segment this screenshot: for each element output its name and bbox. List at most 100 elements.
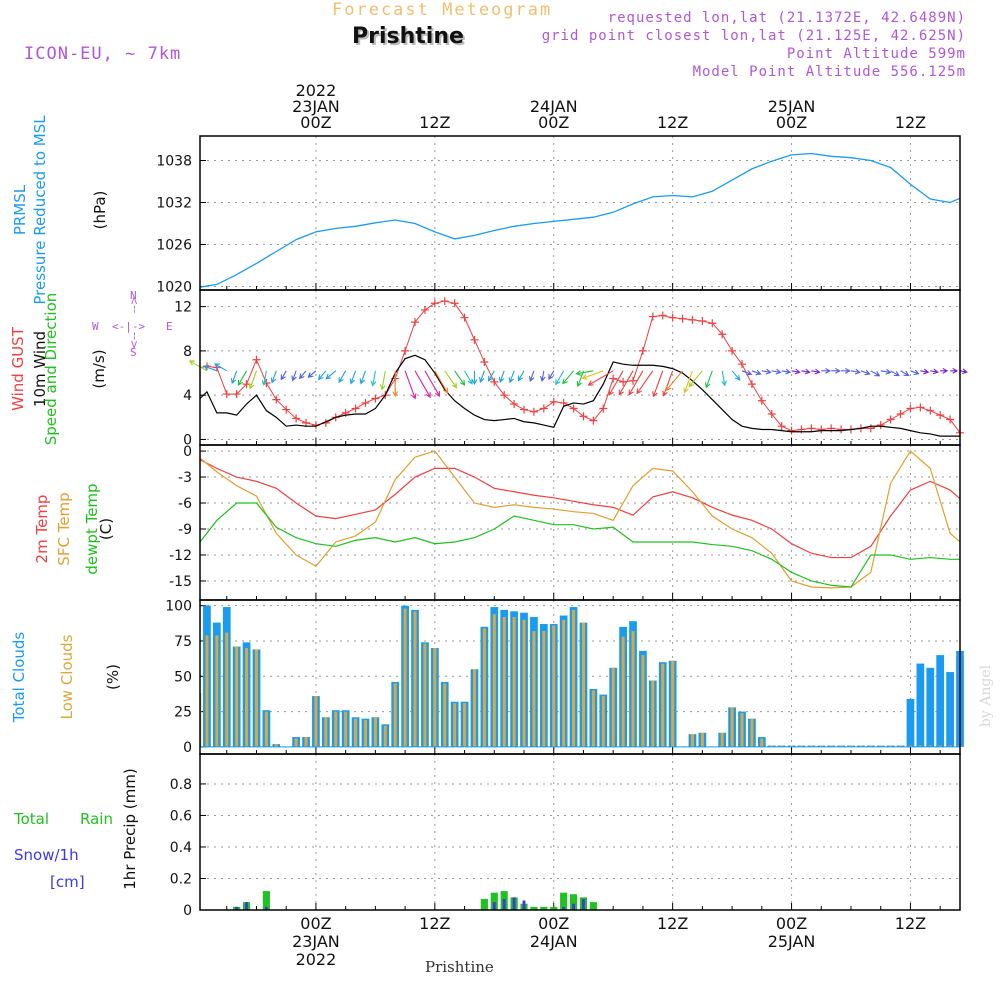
- low-cloud-bar: [591, 690, 595, 747]
- low-cloud-bar: [264, 711, 268, 747]
- total-cloud-bar: [787, 745, 796, 747]
- low-cloud-bar: [809, 745, 813, 747]
- total-cloud-bar: [232, 646, 241, 747]
- compass-east: E: [166, 320, 173, 333]
- wind-direction-arrow: [870, 370, 881, 377]
- low-cloud-bar: [700, 732, 704, 747]
- gust-marker: [767, 410, 776, 418]
- snow-bar: [264, 906, 268, 910]
- total-cloud-bar: [421, 642, 429, 747]
- wind-direction-arrow: [404, 370, 417, 400]
- wind-direction-arrow: [291, 370, 297, 382]
- gust-marker: [738, 360, 747, 369]
- total-cloud-bar: [401, 605, 409, 747]
- temp-unit: (C): [97, 517, 115, 541]
- wind-direction-arrow: [751, 369, 762, 376]
- total-cloud-bar: [589, 689, 598, 747]
- wind-speed-line: [199, 354, 960, 437]
- rain-bar: [589, 902, 597, 910]
- total-cloud-bar: [549, 624, 558, 747]
- time-label-top: 24JAN: [530, 97, 578, 116]
- total-cloud-bar: [212, 622, 221, 747]
- snow-bar: [492, 902, 496, 910]
- wind-direction-arrow: [444, 370, 458, 389]
- wind-direction-arrow: [498, 370, 505, 383]
- panel-frame: [199, 135, 961, 291]
- wind-direction-arrow: [261, 370, 268, 387]
- low-cloud-bar: [215, 635, 219, 747]
- wind-direction-arrow: [608, 370, 624, 396]
- temp-2m-line: [199, 459, 961, 559]
- gust-marker: [936, 411, 945, 420]
- low-cloud-bar: [849, 745, 853, 747]
- gust-marker: [698, 317, 707, 325]
- y-tick-label: 50: [174, 669, 192, 685]
- pressure-label-1: PRMSL: [11, 184, 29, 236]
- low-cloud-bar: [532, 631, 536, 747]
- time-label-bottom: 12Z: [657, 914, 688, 933]
- gust-marker: [678, 314, 687, 323]
- gust-marker: [480, 357, 489, 366]
- gust-marker: [202, 362, 211, 371]
- wind-direction-arrow: [237, 370, 248, 386]
- gust-marker: [549, 397, 558, 406]
- low-cloud-bar: [889, 745, 893, 747]
- compass-arrow: <-|->: [112, 320, 146, 333]
- y-tick-label: -12: [169, 548, 192, 564]
- total-cloud-bar: [480, 626, 489, 747]
- total-cloud-bar: [302, 737, 310, 747]
- low-cloud-bar: [899, 745, 903, 747]
- wind-direction-arrow: [487, 370, 495, 382]
- total-cloud-bar: [361, 718, 370, 747]
- gust-marker: [817, 425, 826, 434]
- y-tick-label: 75: [174, 634, 192, 650]
- gust-marker: [440, 297, 449, 306]
- wind-direction-arrow: [950, 367, 959, 374]
- panel-frame: [199, 753, 961, 911]
- low-cloud-bar: [225, 632, 229, 747]
- compass-south: S: [130, 346, 137, 359]
- panel-frame: [199, 289, 961, 446]
- gust-marker: [827, 424, 836, 433]
- total-cloud-bar: [926, 667, 935, 747]
- total-cloud-bar: [569, 607, 578, 747]
- total-cloud-bar: [757, 737, 766, 747]
- total-cloud-bar: [200, 693, 201, 747]
- total-cloud-bar: [460, 701, 469, 747]
- low-cloud-bar: [948, 745, 952, 747]
- gust-marker: [331, 413, 340, 422]
- low-cloud-bar: [869, 745, 873, 747]
- wind-direction-arrow: [841, 367, 851, 374]
- low-cloud-bar: [522, 619, 526, 747]
- rain-bar: [550, 906, 558, 910]
- wind-direction-arrow: [392, 370, 399, 398]
- wind-direction-arrow: [464, 370, 473, 385]
- wind-direction-arrow: [940, 367, 949, 374]
- low-cloud-bar: [928, 745, 932, 747]
- rain-bar: [520, 903, 528, 910]
- wind-direction-arrow: [910, 369, 920, 376]
- gust-marker: [619, 377, 628, 386]
- low-cloud-bar: [324, 717, 328, 747]
- wind-direction-arrow: [370, 370, 377, 387]
- low-cloud-bar: [958, 745, 962, 747]
- snow-bar: [235, 906, 239, 910]
- gust-marker: [232, 390, 241, 399]
- total-cloud-bar: [658, 662, 667, 747]
- low-cloud-bar: [740, 713, 744, 747]
- y-tick-label: 1026: [156, 238, 192, 254]
- gust-marker: [401, 346, 410, 355]
- total-cloud-bar: [946, 672, 954, 747]
- total-cloud-bar: [748, 718, 756, 747]
- wind-direction-arrow: [850, 368, 861, 375]
- wind-direction-arrow: [761, 368, 772, 375]
- wind-direction-arrow: [721, 370, 727, 387]
- snow-bar: [245, 902, 248, 910]
- low-cloud-bar: [482, 628, 486, 747]
- gust-marker: [381, 391, 390, 400]
- low-cloud-bar: [542, 631, 546, 747]
- low-cloud-bar: [383, 725, 387, 747]
- wind-direction-arrow: [317, 370, 327, 381]
- gust-marker: [510, 400, 519, 409]
- y-tick-label: -9: [178, 522, 192, 538]
